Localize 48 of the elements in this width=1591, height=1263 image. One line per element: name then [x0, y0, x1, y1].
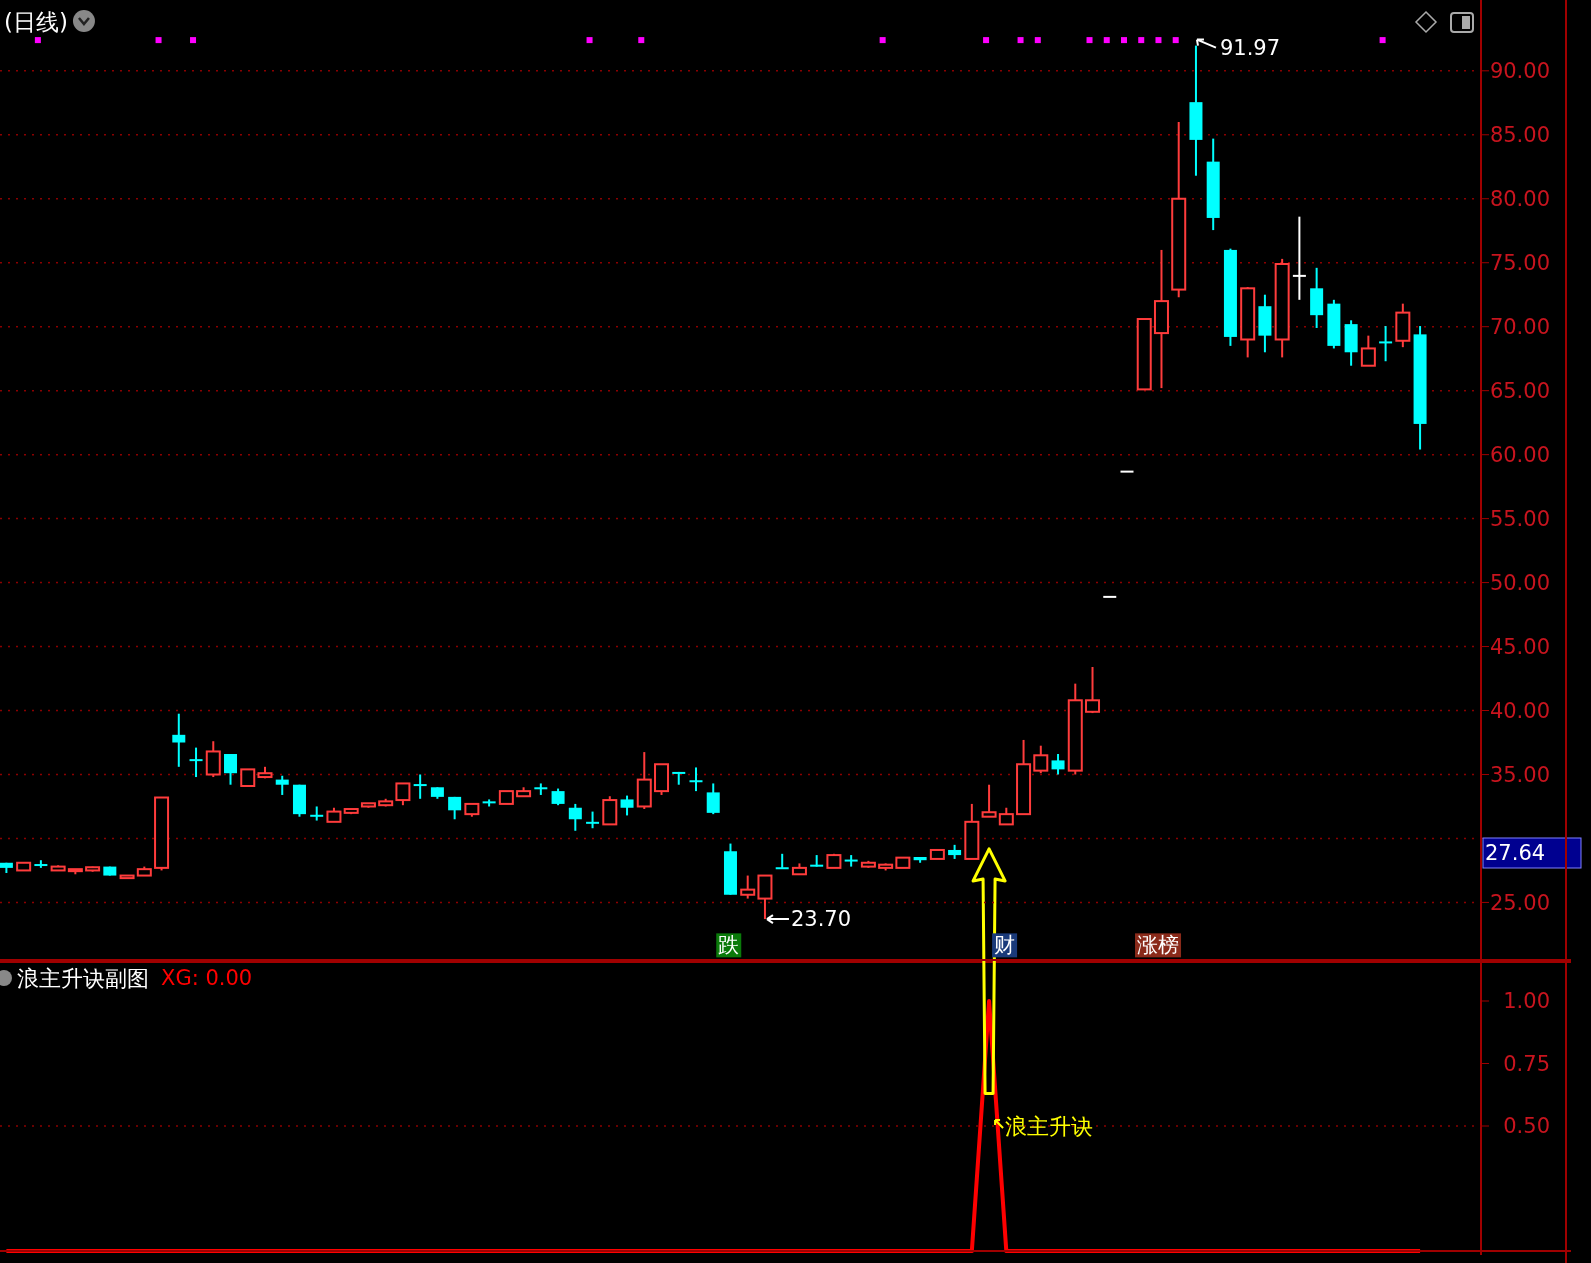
y-tick-label: 25.00 [1489, 890, 1550, 915]
y-tick-label: 75.00 [1489, 251, 1550, 276]
candlestick [775, 852, 789, 870]
y-tick-label: 40.00 [1489, 698, 1550, 723]
annotation: 浪主升诀 [1005, 1113, 1094, 1139]
candlestick [413, 773, 427, 800]
candlestick [689, 766, 703, 793]
candlestick [224, 753, 238, 786]
text: 27.64 [1485, 841, 1546, 866]
annotation: 91.97 [1219, 35, 1281, 60]
candlestick [310, 805, 324, 822]
y-tick-label: 60.00 [1489, 442, 1550, 467]
candlestick [1360, 334, 1376, 367]
candlestick [395, 782, 411, 807]
candlestick [740, 874, 756, 900]
y-tick-label: 50.00 [1489, 570, 1550, 595]
y-tick-label: 65.00 [1489, 379, 1550, 404]
candlestick [205, 740, 221, 779]
candlestick [275, 774, 289, 796]
y-tick-label: 0.50 [1503, 1114, 1550, 1139]
y-tick-label: 45.00 [1489, 634, 1550, 659]
annotation: 23.70 [790, 907, 852, 932]
chart-title: 浪主升诀副图 [17, 965, 149, 991]
annotation: 财 [994, 933, 1016, 958]
candlestick [1051, 753, 1065, 776]
candlestick [1379, 325, 1393, 363]
candlestick [620, 794, 634, 817]
chart-subtitle: XG: 0.00 [161, 966, 253, 991]
candlestick [981, 783, 997, 818]
candlestick [1033, 744, 1049, 775]
y-tick-label: 85.00 [1489, 123, 1550, 148]
chart-title: (日线) [4, 9, 68, 35]
y-tick-label: 1.00 [1503, 989, 1550, 1014]
y-tick-label: 0.75 [1503, 1051, 1550, 1076]
candlestick [1292, 215, 1306, 301]
y-tick-label: 55.00 [1489, 506, 1550, 531]
candlestick [706, 782, 720, 816]
y-tick-label: 70.00 [1489, 315, 1550, 340]
candlestick [1085, 666, 1101, 715]
candlestick [172, 712, 186, 768]
candlestick [568, 802, 582, 832]
y-tick-label: 90.00 [1489, 59, 1550, 84]
y-tick-label: 80.00 [1489, 187, 1550, 212]
annotation: 涨榜 [1137, 933, 1180, 958]
candlestick [757, 874, 773, 921]
annotation: 跌 [718, 933, 740, 958]
candlestick [189, 746, 203, 779]
y-tick-label: 35.00 [1489, 762, 1550, 787]
